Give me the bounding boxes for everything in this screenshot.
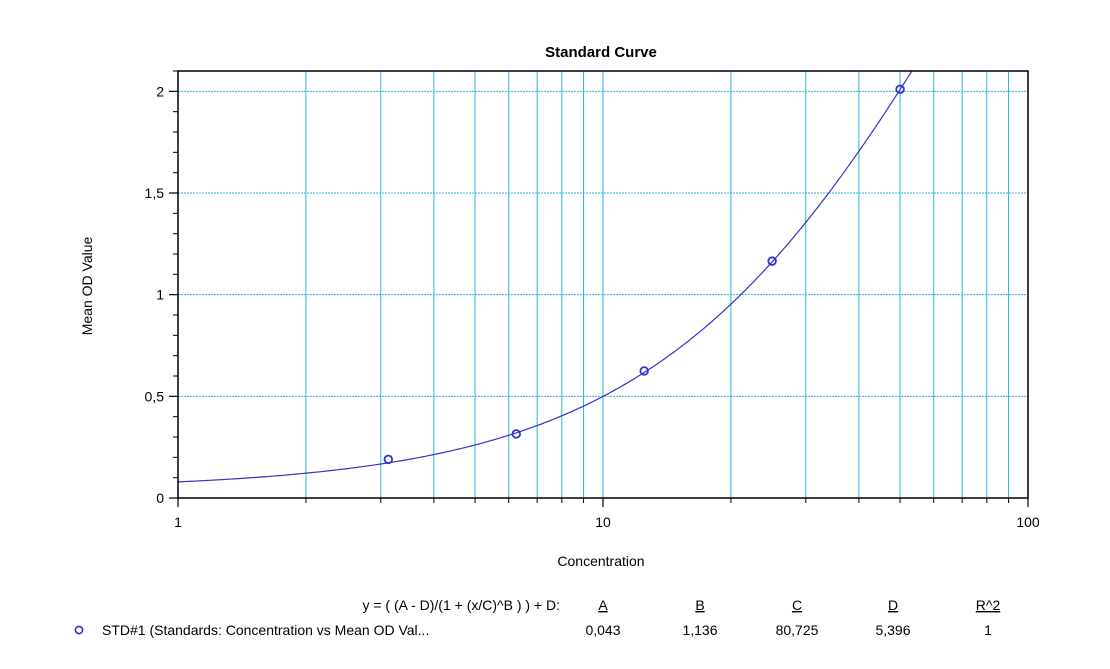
- axis-ticks: 1 10 100 0 0,5 1 1,5 2: [145, 70, 1040, 530]
- y-axis-label: Mean OD Value: [79, 237, 95, 336]
- fit-value-d: 5,396: [875, 622, 910, 638]
- data-point: [767, 256, 777, 266]
- fit-header-c: C: [792, 597, 802, 613]
- x-tick-label: 10: [595, 514, 611, 530]
- fit-value-b: 1,136: [682, 622, 717, 638]
- x-tick-label: 1: [174, 514, 182, 530]
- y-tick-label: 0,5: [145, 388, 165, 404]
- fit-header-d: D: [888, 597, 898, 613]
- data-points: [383, 84, 905, 465]
- grid: [178, 71, 1028, 498]
- y-tick-label: 0: [156, 490, 164, 506]
- fit-value-a: 0,043: [585, 622, 620, 638]
- data-point: [383, 454, 394, 465]
- data-point: [639, 366, 649, 376]
- fit-value-r2: 1: [984, 622, 992, 638]
- y-tick-label: 1: [156, 287, 164, 303]
- y-tick-label: 1,5: [145, 185, 165, 201]
- fit-header-b: B: [695, 597, 704, 613]
- fit-header-r2: R^2: [976, 597, 1001, 613]
- data-point: [895, 84, 905, 94]
- fit-equation: y = ( (A - D)/(1 + (x/C)^B ) ) + D:: [362, 597, 560, 613]
- y-tick-label: 2: [156, 83, 164, 99]
- x-tick-label: 100: [1016, 514, 1040, 530]
- fit-value-c: 80,725: [776, 622, 819, 638]
- fit-header-a: A: [598, 597, 608, 613]
- data-point: [511, 429, 521, 439]
- legend-series-name: STD#1 (Standards: Concentration vs Mean …: [102, 622, 429, 638]
- fit-curve: [177, 70, 913, 483]
- fit-summary: y = ( (A - D)/(1 + (x/C)^B ) ) + D: A B …: [74, 597, 1001, 638]
- legend-marker-icon: [74, 625, 84, 635]
- x-axis-label: Concentration: [557, 553, 644, 569]
- chart-title: Standard Curve: [545, 44, 657, 61]
